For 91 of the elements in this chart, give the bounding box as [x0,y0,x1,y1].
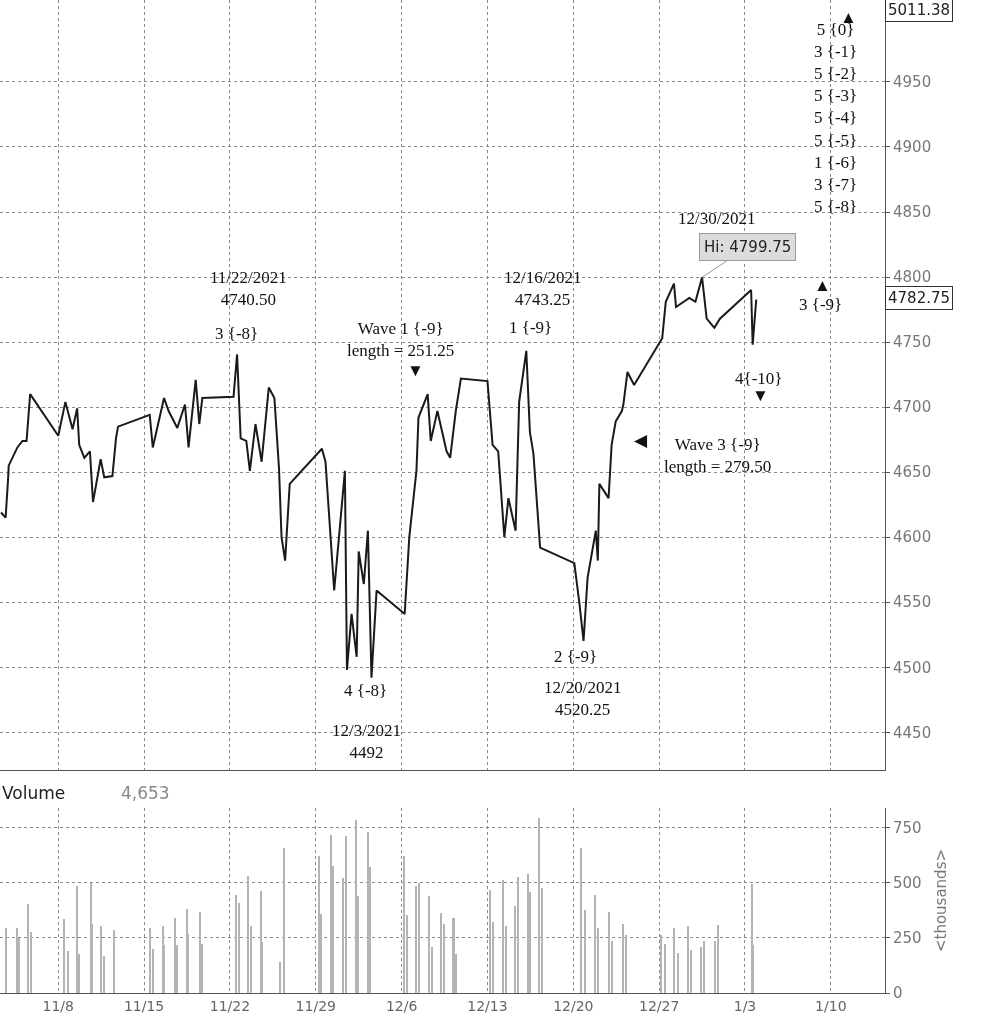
y-tick-label: 4600 [893,528,932,547]
bar [703,941,705,993]
x-tick-label: 11/15 [123,997,165,1014]
bar [452,918,455,993]
bar [345,836,347,993]
bar [677,953,679,993]
bar [489,890,491,993]
x-tick-label: 12/13 [467,997,508,1014]
annotation: ◀ [634,431,648,450]
annotation: 2 {-9} [554,647,598,666]
annotation: 12/20/2021 4520.25 [544,678,622,720]
y-tick-label: 0 [893,984,903,1003]
bar [440,913,442,993]
annotation: ▼ [752,386,769,405]
x-tick-label: 12/20 [553,997,594,1014]
annotation: 4{-10} [735,369,783,388]
x-tick-label: 1/3 [733,997,757,1014]
bar [330,835,332,993]
annotation: Wave 1 {-9} length = 251.25 [347,319,455,361]
bar [27,904,29,993]
bar [67,951,69,993]
bar [174,918,176,993]
bar [5,928,7,993]
bar [283,848,285,993]
y-tick-label: 250 [893,929,922,948]
bar [608,912,610,993]
bar [318,856,320,993]
bar [235,895,237,993]
bar [16,928,18,993]
annotation: ▼ [407,361,424,380]
text: 5011.38 [888,1,951,19]
bar [428,896,430,993]
bar [622,924,624,993]
y-tick-label: 4950 [893,73,932,92]
bar [673,928,675,993]
annotation: 4 {-8} [344,681,388,700]
bar [113,930,115,993]
bar [687,926,689,993]
y-axis-title: <thousands> [931,848,950,953]
bar [149,928,151,993]
annotation: 12/3/2021 4492 [332,721,401,763]
bar [247,876,249,993]
bar [502,880,504,993]
x-tick-label: 1/10 [815,997,847,1014]
bar [584,910,586,993]
y-tick-label: 4650 [893,463,932,482]
x-tick-label: 11/29 [295,997,336,1014]
annotation: 12/16/2021 4743.25 [504,268,582,310]
y-tick-label: 500 [893,874,922,893]
y-tick-label: 4500 [893,658,932,677]
bar [63,919,65,993]
y-tick-label: 4750 [893,333,932,352]
bar [664,944,666,993]
bar [717,925,719,993]
annotation: 3 {-8} [215,324,259,343]
bar [418,883,420,993]
annotation: 3 {-9} [799,295,843,314]
bar [279,962,281,993]
bar [199,912,201,993]
bar [527,874,529,993]
bar [580,848,582,993]
annotation: Wave 3 {-9} length = 279.50 [664,435,772,477]
x-tick-label: 11/22 [209,997,251,1014]
bar [355,820,357,993]
annotation: ▲ [814,276,831,295]
y-tick-label: 4850 [893,203,932,222]
y-tick-label: 4900 [893,138,932,157]
bar [594,895,596,993]
x-tick-label: 12/6 [385,997,418,1014]
bar [100,926,102,993]
text: 4782.75 [888,289,951,307]
bar [415,886,417,993]
annotation: 12/30/2021 [678,209,756,228]
x-tick-label: 12/27 [638,997,680,1014]
x-tick-label: 11/8 [42,997,74,1014]
chart-subtitle: 4,653 [121,783,170,803]
bar [367,832,369,993]
annotation: 11/22/2021 4740.50 [210,268,287,310]
bar [76,886,78,993]
y-tick-label: 4550 [893,593,932,612]
chart-title: Volume [2,783,66,803]
bar [660,935,662,993]
annotation: Hi: 4799.75 [704,238,792,256]
y-tick-label: 4700 [893,398,932,417]
y-tick-label: 4800 [893,268,932,287]
bar [538,818,540,993]
annotation: 1 {-9} [509,318,553,337]
bar [403,856,405,993]
bar [517,877,519,993]
y-tick-label: 4450 [893,723,932,742]
y-tick-label: 750 [893,819,922,838]
